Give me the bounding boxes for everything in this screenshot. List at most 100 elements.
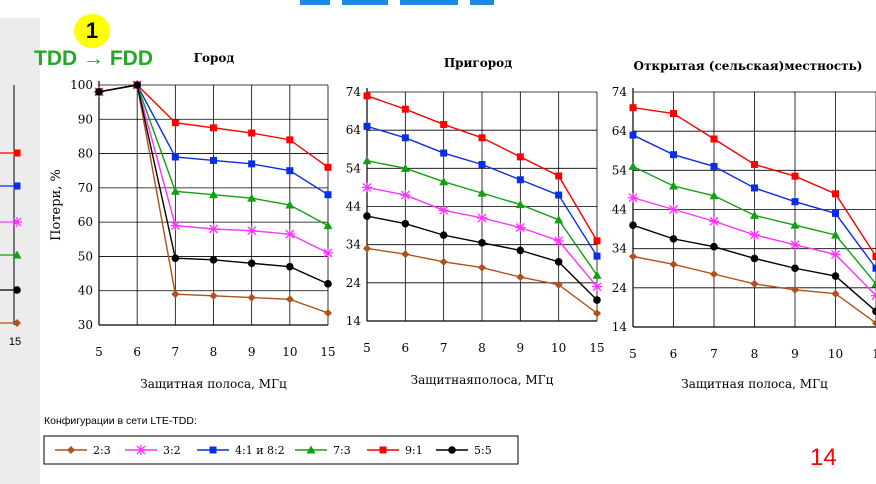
marker-9-1 (401, 105, 409, 113)
legend-item: 2:3 (55, 444, 111, 457)
legend-item: 3:2 (125, 444, 181, 457)
marker-5-5 (629, 221, 637, 229)
marker-2-3 (285, 295, 294, 304)
chart-title: Пригород (444, 56, 512, 70)
y-tick-label: 50 (78, 249, 93, 263)
marker-9-1 (791, 172, 799, 180)
x-tick-label: 8 (210, 345, 218, 359)
marker-9-1 (593, 237, 601, 245)
marker-5-5 (13, 286, 21, 294)
marker-7-3 (323, 221, 333, 230)
y-tick-label: 64 (612, 124, 628, 138)
marker-9-1 (872, 253, 876, 260)
marker-4-1-8-2 (516, 176, 524, 184)
legend-item: 9:1 (367, 444, 423, 457)
legend-label: 5:5 (474, 444, 492, 457)
marker-2-3 (324, 309, 332, 317)
marker-7-3 (790, 220, 800, 229)
marker-2-3 (831, 289, 840, 298)
marker-3-2 (170, 220, 181, 231)
marker-7-3 (669, 181, 678, 190)
marker-3-2 (477, 212, 487, 223)
marker-2-3 (171, 290, 180, 299)
series-5-5 (95, 81, 332, 288)
marker-5-5 (669, 235, 678, 243)
marker-3-2 (400, 190, 411, 201)
chart-title: Открытая (сельская)местность) (634, 59, 863, 73)
marker-3-2 (362, 182, 372, 193)
marker-4-1-8-2 (872, 264, 876, 272)
marker-5-5 (401, 219, 410, 228)
y-tick-label: 14 (346, 314, 362, 328)
legend-label: 3:2 (163, 444, 181, 457)
marker-4-1-8-2 (670, 151, 677, 159)
marker-9-1 (629, 104, 637, 112)
marker-2-3 (401, 250, 410, 259)
legend-title: Конфигурации в сети LTE-TDD: (44, 415, 197, 427)
y-tick-label: 60 (78, 215, 93, 229)
marker-2-3 (872, 319, 876, 328)
legend-label: 7:3 (333, 444, 351, 457)
marker-4-1-8-2 (171, 153, 179, 161)
legend-label: 2:3 (93, 444, 111, 457)
y-tick-label: 90 (78, 112, 93, 126)
x-tick-label: 5 (95, 345, 103, 359)
marker-9-1 (478, 134, 486, 142)
marker-4-1-8-2 (363, 122, 371, 130)
marker-7-3 (750, 210, 759, 219)
marker-3-2 (284, 229, 295, 240)
y-tick-label: 34 (612, 242, 628, 256)
marker-2-3 (629, 252, 637, 261)
y-tick-label: 74 (346, 85, 362, 99)
marker-9-1 (516, 153, 524, 161)
marker-7-3 (592, 270, 602, 279)
marker-3-2 (438, 205, 449, 216)
marker-7-3 (362, 156, 372, 165)
marker-7-3 (554, 215, 564, 224)
x-tick-label: 7 (710, 347, 718, 361)
marker-5-5 (710, 242, 718, 251)
marker-7-3 (306, 445, 316, 454)
y-tick-label: 24 (346, 276, 362, 290)
legend-item: 7:3 (295, 444, 351, 457)
marker-2-3 (750, 279, 759, 288)
x-tick-label: 5 (629, 347, 637, 361)
marker-7-3 (285, 200, 295, 209)
marker-5-5 (448, 446, 456, 454)
marker-2-3 (791, 285, 799, 294)
marker-4-1-8-2 (13, 182, 21, 190)
marker-3-2 (12, 217, 22, 227)
x-tick-label: 8 (751, 347, 759, 361)
marker-7-3 (400, 163, 410, 172)
marker-5-5 (516, 246, 525, 255)
marker-7-3 (515, 200, 525, 209)
series-5-5 (629, 221, 876, 316)
marker-9-1 (324, 163, 332, 171)
marker-3-2 (709, 216, 719, 227)
marker-9-1 (171, 119, 179, 127)
y-tick-label: 54 (346, 161, 362, 175)
marker-4-1-8-2 (401, 134, 409, 142)
marker-9-1 (248, 129, 256, 137)
series-5-5 (363, 212, 601, 304)
legend-label: 9:1 (405, 444, 423, 457)
x-tick-label: 10 (828, 347, 843, 361)
marker-2-3 (478, 263, 486, 272)
marker-2-3 (516, 273, 525, 282)
x-tick-label: 9 (517, 341, 525, 355)
x-tick-label: 7 (172, 345, 180, 359)
marker-2-3 (67, 446, 75, 454)
marker-5-5 (209, 256, 218, 264)
marker-9-1 (210, 124, 217, 132)
marker-5-5 (554, 258, 563, 266)
marker-7-3 (247, 193, 257, 202)
page-number: 14 (810, 444, 837, 471)
legend-item: 5:5 (436, 444, 492, 457)
left-partial-chart-panel (0, 18, 40, 484)
marker-3-2 (790, 239, 800, 250)
marker-5-5 (324, 280, 332, 288)
y-tick-label: 54 (612, 163, 628, 177)
marker-7-3 (209, 190, 218, 199)
marker-4-1-8-2 (593, 252, 601, 260)
legend-item: 4:1 и 8:2 (197, 444, 285, 457)
